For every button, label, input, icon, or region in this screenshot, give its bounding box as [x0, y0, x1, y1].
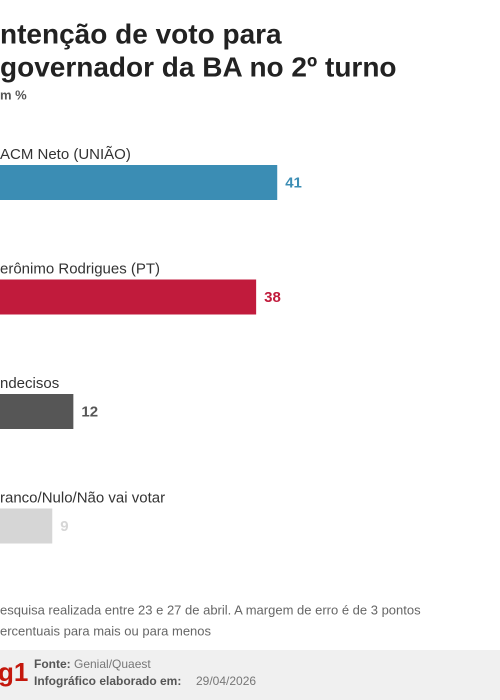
bar [0, 394, 74, 429]
chart-subtitle: m % [0, 87, 27, 102]
logo: g1 [0, 657, 28, 687]
bar [0, 279, 257, 315]
category-label: ACM Neto (UNIÃO) [0, 146, 131, 163]
value-label: 9 [60, 518, 68, 535]
bar [0, 165, 278, 200]
bars: ACM Neto (UNIÃO) 41 erônimo Rodrigues (PT)… [0, 146, 302, 544]
bar [0, 508, 53, 544]
source: Genial/Quaest [74, 657, 151, 671]
category-label: ranco/Nulo/Não vai votar [0, 489, 165, 506]
footer-band [0, 650, 500, 700]
chart-title: governador da BA no 2º turno [0, 51, 397, 82]
chart-title: ntenção de voto para [0, 18, 282, 49]
category-label: erônimo Rodrigues (PT) [0, 260, 160, 277]
date: 29/04/2026 [196, 674, 256, 688]
source-label: Fonte: [34, 657, 71, 671]
value-label: 12 [81, 403, 98, 420]
value-label: 41 [285, 174, 302, 191]
date-label: Infográfico elaborado em: [34, 674, 181, 688]
category-label: ndecisos [0, 375, 59, 392]
note: esquisa realizada entre 23 e 27 de abril… [0, 602, 421, 617]
value-label: 38 [264, 289, 281, 306]
note: ercentuais para mais ou para menos [0, 623, 212, 638]
